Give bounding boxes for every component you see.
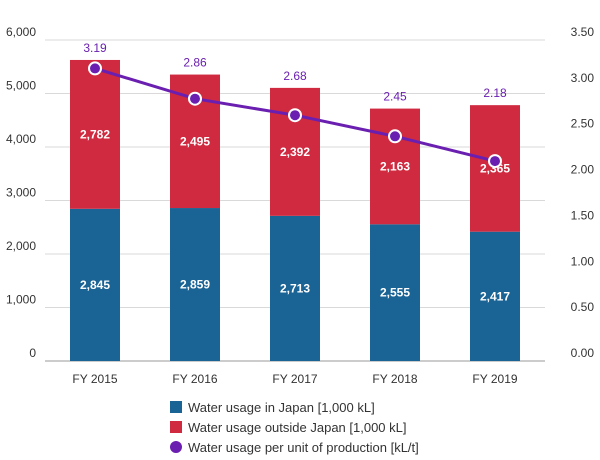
bar-japan <box>470 231 520 361</box>
unit-usage-line: 3.19 2.86 2.68 2.45 2.18 <box>83 41 507 169</box>
legend-swatch <box>170 401 182 413</box>
bar-value-label: 2,495 <box>180 134 210 148</box>
x-tick-label: FY 2015 <box>72 372 117 386</box>
bar-outside-japan <box>70 59 120 209</box>
left-tick-label: 4,000 <box>6 132 36 146</box>
legend: Water usage in Japan [1,000 kL] Water usa… <box>170 400 419 455</box>
bar-value-label: 2,859 <box>180 278 210 292</box>
left-tick-label: 2,000 <box>6 239 36 253</box>
right-tick-label: 1.50 <box>571 208 595 222</box>
left-tick-label: 3,000 <box>6 186 36 200</box>
right-tick-label: 2.50 <box>571 117 595 131</box>
bar-value-label: 2,782 <box>80 127 110 141</box>
bar-value-label: 2,392 <box>280 145 310 159</box>
bars: 2,845 2,782 2,859 2,495 2,713 2,392 2,555 2,163… <box>70 59 520 361</box>
right-tick-label: 0.00 <box>571 346 595 360</box>
bar-value-label: 2,555 <box>380 286 410 300</box>
x-tick-label: FY 2017 <box>272 372 317 386</box>
x-tick-label: FY 2019 <box>472 372 517 386</box>
line-value-label: 2.68 <box>283 69 307 83</box>
x-axis: FY 2015 FY 2016 FY 2017 FY 2018 FY 2019 <box>72 372 517 386</box>
left-tick-label: 0 <box>29 346 36 360</box>
bar-japan <box>370 224 420 361</box>
bar-value-label: 2,845 <box>80 278 110 292</box>
legend-swatch <box>170 421 182 433</box>
right-tick-label: 3.00 <box>571 71 595 85</box>
bar-japan <box>170 208 220 361</box>
bar-value-label: 2,713 <box>280 281 310 295</box>
line-value-label: 2.45 <box>383 90 407 104</box>
x-tick-label: FY 2016 <box>172 372 217 386</box>
legend-label: Water usage per unit of production [kL/t… <box>188 440 419 455</box>
bar-japan <box>70 208 120 361</box>
x-tick-label: FY 2018 <box>372 372 417 386</box>
line-point <box>488 154 502 169</box>
line-value-label: 3.19 <box>83 41 107 55</box>
right-tick-label: 3.50 <box>571 25 595 39</box>
bar-japan <box>270 215 320 361</box>
left-axis: 0 1,000 2,000 3,000 4,000 5,000 6,000 <box>6 25 36 360</box>
line-value-label: 2.18 <box>483 86 507 100</box>
bar-value-label: 2,365 <box>480 161 510 175</box>
left-tick-label: 6,000 <box>6 25 36 39</box>
bar-value-label: 2,163 <box>380 159 410 173</box>
right-axis: 0.00 0.50 1.00 1.50 2.00 2.50 3.00 3.50 <box>571 25 595 360</box>
line-point <box>88 61 102 76</box>
bar-value-label: 2,417 <box>480 289 510 303</box>
legend-swatch-line <box>170 441 182 453</box>
bar-outside-japan <box>470 105 520 232</box>
line-point <box>288 108 302 123</box>
right-tick-label: 1.00 <box>571 254 595 268</box>
line-value-label: 2.86 <box>183 56 207 70</box>
line-point <box>188 91 202 106</box>
line-point <box>388 129 402 144</box>
legend-label: Water usage in Japan [1,000 kL] <box>188 400 375 415</box>
left-tick-label: 1,000 <box>6 293 36 307</box>
bar-outside-japan <box>370 108 420 225</box>
legend-label: Water usage outside Japan [1,000 kL] <box>188 420 407 435</box>
left-tick-label: 5,000 <box>6 79 36 93</box>
right-tick-label: 2.00 <box>571 163 595 177</box>
right-tick-label: 0.50 <box>571 300 595 314</box>
